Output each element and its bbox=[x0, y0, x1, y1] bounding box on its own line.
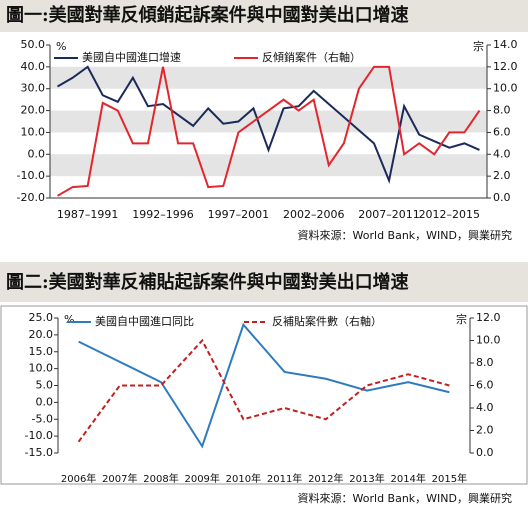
x-tick-label: 1987–1991 bbox=[57, 208, 119, 221]
title-bar bbox=[0, 262, 528, 302]
series-line bbox=[57, 65, 480, 184]
y2-tick-label: 10.0 bbox=[493, 82, 518, 95]
y-tick-label: 0.0 bbox=[36, 395, 54, 408]
y2-tick-label: 2.0 bbox=[476, 424, 494, 437]
chart-title: 圖二:美國對華反補貼起訴案件與中國對美出口增速 bbox=[6, 271, 409, 293]
y-tick-label: 25.0 bbox=[29, 311, 54, 324]
x-tick-label: 2009年 bbox=[184, 472, 219, 485]
y2-tick-label: 6.0 bbox=[493, 125, 511, 138]
series-line bbox=[77, 338, 450, 443]
y2-tick-label: 8.0 bbox=[493, 104, 511, 117]
legend-label: 反傾銷案件（右軸） bbox=[262, 50, 361, 64]
x-tick-label: 2008年 bbox=[143, 472, 178, 485]
series-line bbox=[78, 322, 450, 449]
y-unit: % bbox=[56, 40, 66, 53]
x-tick-label: 2002–2006 bbox=[283, 208, 345, 221]
legend-label: 美國自中國進口同比 bbox=[95, 315, 194, 328]
y2-tick-label: 14.0 bbox=[493, 38, 518, 51]
y-tick-label: -15.0 bbox=[25, 446, 53, 459]
y2-tick-label: 4.0 bbox=[493, 147, 511, 160]
grid-band bbox=[50, 110, 487, 133]
x-tick-label: 2012年 bbox=[308, 472, 343, 485]
chart-title: 圖一:美國對華反傾銷起訴案件與中國對美出口增速 bbox=[6, 4, 409, 26]
y-tick-label: 0.0 bbox=[28, 147, 46, 160]
y2-tick-label: 4.0 bbox=[476, 401, 494, 414]
y2-tick-label: 0.0 bbox=[493, 191, 511, 204]
x-tick-label: 2015年 bbox=[432, 472, 467, 485]
y-tick-label: -10.0 bbox=[17, 169, 45, 182]
y-tick-label: -10.0 bbox=[25, 429, 53, 442]
x-tick-label: 2007–2011 bbox=[358, 208, 420, 221]
y-tick-label: 40.0 bbox=[21, 60, 46, 73]
series-line bbox=[57, 65, 481, 197]
x-tick-label: 1992–1996 bbox=[132, 208, 194, 221]
x-tick-label: 2012–2015 bbox=[419, 208, 481, 221]
y2-tick-label: 10.0 bbox=[476, 334, 501, 347]
y2-tick-label: 8.0 bbox=[476, 356, 494, 369]
grid-band bbox=[50, 66, 487, 89]
source-note: 資料來源：World Bank，WIND，興業研究 bbox=[298, 228, 512, 242]
legend-label: 反補貼案件數（右軸） bbox=[272, 314, 382, 328]
x-tick-label: 2007年 bbox=[102, 472, 137, 485]
y-tick-label: 20.0 bbox=[21, 104, 46, 117]
x-tick-label: 2006年 bbox=[61, 472, 96, 485]
x-tick-label: 1997–2001 bbox=[208, 208, 270, 221]
y-tick-label: 50.0 bbox=[21, 38, 46, 51]
y-unit: % bbox=[64, 313, 74, 326]
y2-tick-label: 2.0 bbox=[493, 169, 511, 182]
y2-tick-label: 12.0 bbox=[476, 311, 501, 324]
y-tick-label: 5.0 bbox=[36, 379, 54, 392]
x-tick-label: 2013年 bbox=[349, 472, 384, 485]
y2-unit: 宗 bbox=[456, 312, 467, 326]
grid-band bbox=[50, 154, 487, 177]
y-tick-label: 20.0 bbox=[29, 328, 54, 341]
legend-label: 美國自中國進口增速 bbox=[82, 50, 181, 64]
title-bar bbox=[0, 0, 528, 32]
source-note: 資料來源：World Bank，WIND，興業研究 bbox=[298, 491, 512, 505]
y2-tick-label: 12.0 bbox=[493, 60, 518, 73]
y-tick-label: 10.0 bbox=[21, 125, 46, 138]
x-tick-label: 2014年 bbox=[390, 472, 425, 485]
y-tick-label: -5.0 bbox=[32, 412, 53, 425]
y-tick-label: 10.0 bbox=[29, 362, 54, 375]
y-tick-label: 15.0 bbox=[29, 345, 54, 358]
y2-tick-label: 0.0 bbox=[476, 446, 494, 459]
x-tick-label: 2011年 bbox=[267, 472, 302, 485]
y2-tick-label: 6.0 bbox=[476, 379, 494, 392]
y2-unit: 宗 bbox=[473, 39, 484, 53]
x-tick-label: 2010年 bbox=[226, 472, 261, 485]
plot-frame bbox=[0, 305, 528, 485]
y-tick-label: 30.0 bbox=[21, 82, 46, 95]
y-tick-label: -20.0 bbox=[17, 191, 45, 204]
